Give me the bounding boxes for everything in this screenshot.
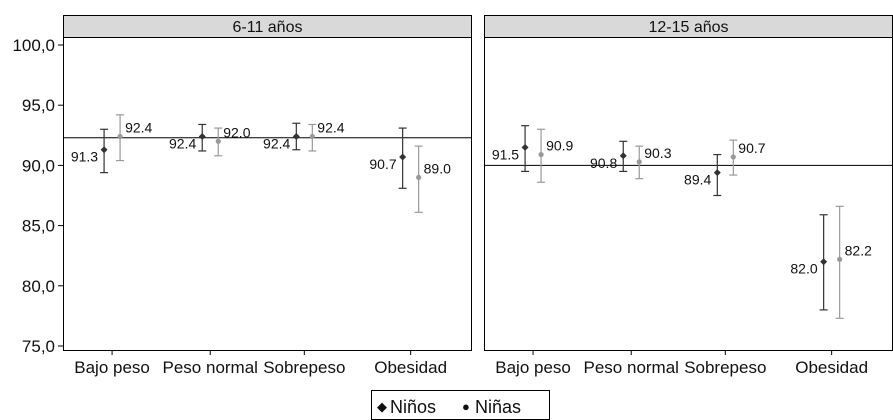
legend-marker-ninas: ● <box>462 399 470 414</box>
data-label: 82.2 <box>845 242 872 258</box>
data-label: 90.7 <box>738 140 765 156</box>
y-tick-label: 75,0 <box>22 337 55 356</box>
y-tick-label: 85,0 <box>22 217 55 236</box>
data-point-ninas <box>730 154 736 160</box>
data-label: 90.9 <box>546 138 573 154</box>
panel-title: 12-15 años <box>648 19 728 36</box>
data-point-ninas <box>117 133 123 140</box>
data-label: 90.3 <box>644 145 671 161</box>
data-point-ninas <box>538 151 544 158</box>
data-point-ninas <box>215 138 221 144</box>
panel-frame <box>484 37 893 351</box>
data-label: 92.4 <box>169 136 196 152</box>
data-point-ninas <box>309 133 315 140</box>
data-label: 92.4 <box>263 136 290 152</box>
x-tick-label: Bajo peso <box>495 358 571 377</box>
data-point-ninos <box>521 143 529 151</box>
x-tick-label: Peso normal <box>163 358 258 377</box>
data-point-ninas <box>837 256 843 262</box>
data-label: 91.5 <box>492 146 519 162</box>
x-tick-label: Sobrepeso <box>684 358 766 377</box>
data-point-ninos <box>399 153 407 161</box>
data-label: 92.4 <box>125 120 152 136</box>
y-tick-label: 100,0 <box>12 36 55 55</box>
data-point-ninos <box>292 133 300 141</box>
data-label: 90.8 <box>590 155 617 171</box>
y-tick-label: 90,0 <box>22 156 55 175</box>
legend-marker-ninos: ◆ <box>377 399 387 414</box>
data-label: 90.7 <box>369 156 396 172</box>
x-tick-label: Obesidad <box>374 358 447 377</box>
x-tick-label: Peso normal <box>584 358 679 377</box>
data-label: 89.4 <box>684 172 711 188</box>
data-label: 92.0 <box>223 124 250 140</box>
data-label: 91.3 <box>71 149 98 165</box>
data-label: 82.0 <box>790 261 817 277</box>
data-point-ninos <box>198 133 206 141</box>
data-point-ninos <box>619 152 627 160</box>
data-point-ninas <box>416 174 422 181</box>
y-tick-label: 80,0 <box>22 277 55 296</box>
data-point-ninos <box>100 146 108 154</box>
panel-frame <box>63 37 472 351</box>
data-point-ninos <box>713 169 721 177</box>
x-tick-label: Bajo peso <box>74 358 150 377</box>
legend-label-ninas: Niñas <box>475 397 521 417</box>
data-point-ninas <box>636 159 642 165</box>
x-tick-label: Obesidad <box>795 358 868 377</box>
y-tick-label: 95,0 <box>22 96 55 115</box>
data-label: 89.0 <box>424 160 451 176</box>
legend-label-ninos: Niños <box>390 397 436 417</box>
panel-title: 6-11 años <box>233 19 303 36</box>
x-tick-label: Sobrepeso <box>263 358 345 377</box>
data-point-ninos <box>820 258 828 266</box>
data-label: 92.4 <box>317 120 344 136</box>
